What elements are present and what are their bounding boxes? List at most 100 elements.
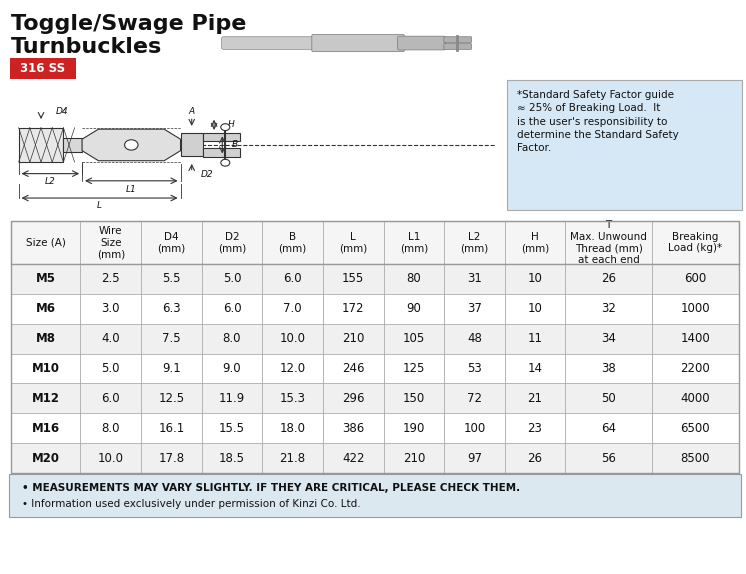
Text: • Information used exclusively under permission of Kinzi Co. Ltd.: • Information used exclusively under per…: [22, 499, 361, 509]
FancyBboxPatch shape: [444, 37, 471, 42]
Text: 26: 26: [527, 452, 542, 464]
Text: 8.0: 8.0: [101, 422, 120, 435]
Text: 105: 105: [403, 332, 425, 345]
Text: 6500: 6500: [680, 422, 710, 435]
Text: 8500: 8500: [680, 452, 710, 464]
FancyBboxPatch shape: [9, 474, 741, 517]
Text: 246: 246: [342, 362, 365, 375]
Bar: [11, 443, 739, 473]
Text: 210: 210: [342, 332, 364, 345]
Polygon shape: [82, 129, 181, 161]
Text: 32: 32: [601, 302, 616, 315]
Ellipse shape: [125, 139, 138, 150]
Text: 80: 80: [407, 273, 421, 285]
Text: T
Max. Unwound
Thread (mm)
at each end: T Max. Unwound Thread (mm) at each end: [570, 220, 647, 265]
Text: L1: L1: [126, 185, 137, 194]
Text: 316 SS: 316 SS: [20, 62, 65, 75]
Text: 9.1: 9.1: [162, 362, 181, 375]
Text: 53: 53: [467, 362, 482, 375]
Text: 125: 125: [403, 362, 425, 375]
FancyBboxPatch shape: [507, 80, 742, 210]
Text: 37: 37: [467, 302, 482, 315]
Bar: [11, 264, 739, 294]
Text: 2200: 2200: [680, 362, 710, 375]
Text: M8: M8: [36, 332, 56, 345]
Text: 31: 31: [467, 273, 482, 285]
Text: 18.0: 18.0: [280, 422, 306, 435]
Text: 150: 150: [403, 392, 425, 405]
Text: 15.3: 15.3: [280, 392, 306, 405]
Bar: [11, 221, 739, 264]
Text: 14: 14: [527, 362, 542, 375]
Text: 172: 172: [342, 302, 365, 315]
Bar: [11, 294, 739, 324]
Text: Turnbuckles: Turnbuckles: [11, 37, 163, 57]
Bar: [181, 133, 203, 156]
Ellipse shape: [221, 123, 230, 130]
Text: 38: 38: [601, 362, 616, 375]
Text: 97: 97: [467, 452, 482, 464]
Bar: [11, 383, 739, 413]
Text: L1
(mm): L1 (mm): [400, 232, 428, 253]
Text: M20: M20: [32, 452, 60, 464]
Ellipse shape: [221, 159, 230, 166]
Text: 21.8: 21.8: [280, 452, 306, 464]
Text: 100: 100: [463, 422, 486, 435]
Text: 1400: 1400: [680, 332, 710, 345]
Text: 155: 155: [342, 273, 364, 285]
Bar: [11, 413, 739, 443]
Text: 21: 21: [527, 392, 542, 405]
Text: 6.0: 6.0: [283, 273, 302, 285]
Text: 10.0: 10.0: [280, 332, 306, 345]
Text: • MEASUREMENTS MAY VARY SLIGHTLY. IF THEY ARE CRITICAL, PLEASE CHECK THEM.: • MEASUREMENTS MAY VARY SLIGHTLY. IF THE…: [22, 483, 521, 492]
Text: 11: 11: [527, 332, 542, 345]
Text: 26: 26: [601, 273, 616, 285]
Text: M5: M5: [36, 273, 56, 285]
Text: 6.0: 6.0: [222, 302, 241, 315]
Text: M10: M10: [32, 362, 60, 375]
Text: 48: 48: [467, 332, 482, 345]
FancyBboxPatch shape: [10, 58, 76, 79]
Bar: [203, 133, 240, 141]
Text: B: B: [231, 141, 237, 149]
Text: D4
(mm): D4 (mm): [157, 232, 186, 253]
Text: 600: 600: [684, 273, 706, 285]
Text: 90: 90: [407, 302, 421, 315]
Bar: [11, 221, 739, 473]
Text: 2.5: 2.5: [101, 273, 120, 285]
Bar: [19, 127, 63, 162]
Text: B
(mm): B (mm): [278, 232, 307, 253]
Text: Wire
Size
(mm): Wire Size (mm): [97, 226, 125, 259]
Text: 386: 386: [342, 422, 364, 435]
Text: D2
(mm): D2 (mm): [218, 232, 246, 253]
Text: 10: 10: [527, 273, 542, 285]
Text: 1000: 1000: [680, 302, 710, 315]
Bar: [11, 354, 739, 383]
Text: 17.8: 17.8: [158, 452, 184, 464]
Text: 296: 296: [342, 392, 365, 405]
Text: 12.5: 12.5: [158, 392, 184, 405]
Text: 5.0: 5.0: [223, 273, 241, 285]
Text: 3.0: 3.0: [101, 302, 120, 315]
Text: 56: 56: [601, 452, 616, 464]
Text: L2: L2: [45, 177, 56, 185]
Bar: [203, 148, 240, 157]
Text: 64: 64: [601, 422, 616, 435]
Text: 23: 23: [527, 422, 542, 435]
Text: 9.0: 9.0: [222, 362, 241, 375]
Text: 72: 72: [467, 392, 482, 405]
Text: A: A: [189, 107, 195, 116]
Text: 5.0: 5.0: [101, 362, 120, 375]
Text: Size (A): Size (A): [26, 238, 66, 247]
FancyBboxPatch shape: [398, 36, 445, 50]
FancyBboxPatch shape: [222, 37, 323, 49]
Text: H
(mm): H (mm): [521, 232, 549, 253]
Bar: [63, 138, 82, 152]
Text: 11.9: 11.9: [219, 392, 245, 405]
Text: 10: 10: [527, 302, 542, 315]
Text: 6.0: 6.0: [101, 392, 120, 405]
Text: 190: 190: [403, 422, 425, 435]
Text: Breaking
Load (kg)*: Breaking Load (kg)*: [668, 232, 722, 253]
Bar: [11, 324, 739, 354]
Text: 6.3: 6.3: [162, 302, 181, 315]
